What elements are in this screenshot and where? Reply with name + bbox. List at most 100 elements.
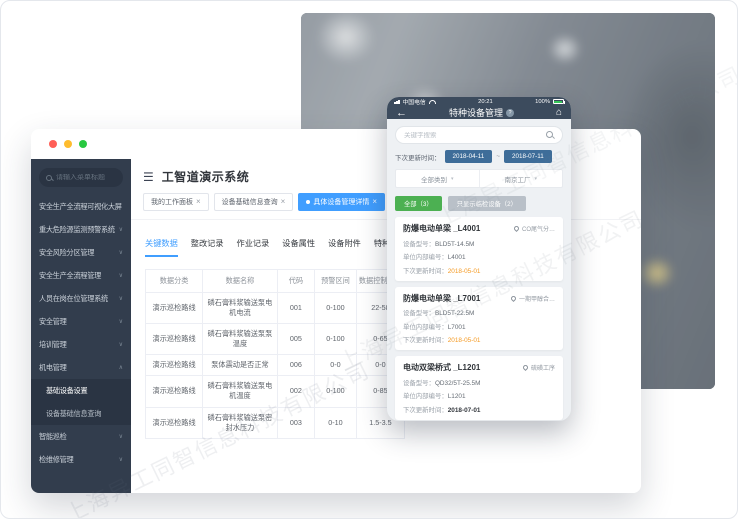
sidebar-subitem-basic-device-setup[interactable]: 基础设备设置 [46,385,88,395]
cell: 泵体震动是否正常 [202,354,278,377]
cell: 0-100 [314,323,357,356]
cell: 磷石膏料浆输送泵电机温度 [202,375,278,408]
equipment-card[interactable]: 防爆电动单梁 _L4001 CO尾气分… 设备型号：BLD5T-14.5M 单位… [395,217,563,281]
signal-icon [394,99,400,104]
minimize-window-button[interactable] [64,140,72,148]
select-value: 南京工厂 [504,176,531,184]
tab-key-data[interactable]: 关键数据 [145,237,178,257]
date-from-button[interactable]: 2018-04-11 [444,150,493,163]
chevron-down-icon: ∨ [118,250,123,256]
carrier-label: 中国电信 [402,100,426,106]
back-icon[interactable]: ← [396,106,407,119]
next-update-date: 2018-05-01 [447,267,481,275]
active-dot-icon [306,200,311,204]
sidebar-item-personnel[interactable]: 人员在岗在位管理系统 ∨ [31,287,131,310]
select-value: 全部类别 [420,176,447,184]
tab-my-workbench[interactable]: 我的工作面板 × [143,193,209,211]
next-update-date: 2018-05-01 [447,337,481,344]
tab-device-accessories[interactable]: 设备附件 [328,239,361,248]
sidebar-item-training[interactable]: 培训管理 ∨ [31,333,131,356]
sidebar-subitem-device-info-query[interactable]: 设备基础信息查询 [46,408,102,418]
sidebar-item-risk-zone[interactable]: 安全风险分区管理 ∨ [31,241,131,264]
menu-icon[interactable]: ☰ [143,169,154,184]
factory-select[interactable]: 南京工厂 ▾ [478,170,563,187]
chip-all[interactable]: 全部（3） [395,196,442,211]
table-row: 演示巡检路线 磷石膏料浆输送泵电机电流 001 0-100 22-58 [144,291,406,325]
table-row: 演示巡检路线 磷石膏料浆输送泵电机温度 002 0-100 0-85 [144,375,406,408]
cell: 演示巡检路线 [144,354,204,377]
table-row: 演示巡检路线 磷石膏料浆输送泵泵温度 005 0-100 0-65 [144,323,406,356]
close-icon[interactable]: × [280,197,286,206]
location-pin-icon [513,224,521,233]
battery-percent-label: 100% [535,98,550,105]
field-label: 单位内部编号： [403,254,448,261]
cell: 002 [276,375,316,408]
equipment-internal-no: L4001 [447,254,466,261]
close-icon[interactable]: × [372,197,378,206]
field-label: 单位内部编号： [403,323,448,331]
sidebar-item-dashboard[interactable]: 安全生产全流程可视化大屏 [31,195,131,218]
equipment-title: 防爆电动单梁 _L4001 [403,224,481,233]
field-label: 设备型号： [403,240,435,248]
chevron-down-icon: ∨ [118,296,123,302]
sidebar-item-mechatronics[interactable]: 机电管理 ∧ [31,356,131,379]
sidebar-item-smart-inspection[interactable]: 智能巡检 ∨ [31,425,131,448]
sidebar-item-label: 人员在岗在位管理系统 [39,293,108,303]
sidebar-search[interactable] [39,168,123,187]
cell: 演示巡检路线 [144,375,204,408]
sidebar-item-label: 安全生产全流程管理 [39,270,101,280]
phone-screenshot: 中国电信 20:21 100% ← 特种设备管理 ? ⌂ 下次更新时间： [387,97,571,421]
sidebar-item-hazard-monitor[interactable]: 重大危险源监测预警系统 ∨ [31,218,131,241]
equipment-card[interactable]: 防爆电动单梁 _L7001 一期甲醇合… 设备型号：BLD5T-22.5M 单位… [395,286,563,350]
field-label: 下次更新时间： [403,406,448,414]
next-update-date: 2018-07-01 [447,406,481,414]
sidebar-item-production-process[interactable]: 安全生产全流程管理 ∨ [31,264,131,287]
field-label: 设备型号： [403,379,435,387]
tab-device-detail[interactable]: 具体设备管理详情 × [298,193,386,211]
equipment-location: CO尾气分… [521,227,555,233]
tab-work-records[interactable]: 作业记录 [236,239,270,248]
filter-chips: 全部（3） 只显示临检设备（2） [395,196,563,211]
column-header: 数据名称 [202,269,278,293]
maximize-window-button[interactable] [79,140,87,148]
cell: 0-10 [314,406,357,439]
tab-device-attributes[interactable]: 设备属性 [282,239,316,248]
tab-rectification-records[interactable]: 整改记录 [190,239,224,248]
sidebar-item-label: 重大危险源监测预警系统 [39,224,115,234]
phone-search[interactable] [395,126,563,144]
equipment-card[interactable]: 电动双梁桥式 _L1201 硫磺工序 设备型号：QD32/5T-25.5M 单位… [395,356,563,420]
home-icon[interactable]: ⌂ [555,107,562,118]
cell: 磷石膏料浆输送泵泵温度 [202,323,278,356]
cell: 0-100 [314,375,357,408]
close-icon[interactable]: × [196,197,201,206]
sidebar-search-input[interactable] [56,174,120,181]
chevron-down-icon: ∨ [118,342,123,348]
equipment-title: 电动双梁桥式 _L1201 [403,363,481,372]
sidebar-item-label: 安全管理 [39,316,67,326]
chevron-up-icon: ∧ [118,365,123,371]
sidebar-item-maintenance[interactable]: 检维修管理 ∨ [31,448,131,471]
phone-search-input[interactable] [404,131,534,139]
chevron-down-icon: ∨ [118,273,123,279]
page-title: 工智道演示系统 [161,170,250,184]
tab-label: 我的工作面板 [151,199,193,206]
column-header: 数据分类 [144,269,204,293]
chip-due-inspection[interactable]: 只显示临检设备（2） [447,196,526,211]
table-row: 演示巡检路线 泵体震动是否正常 006 0-0 0-0 [144,354,406,377]
key-data-table: 数据分类 数据名称 代码 预警区间 数据控制区间 演示巡检路线 磷石膏料浆输送泵… [144,269,406,439]
date-to-button[interactable]: 2018-07-11 [504,150,552,163]
field-label: 下次更新时间： [403,267,448,275]
sidebar-item-safety[interactable]: 安全管理 ∨ [31,310,131,333]
chevron-down-icon: ∨ [118,434,123,440]
phone-page-title: 特种设备管理 [448,108,503,118]
tab-label: 设备基础信息查询 [221,199,278,206]
equipment-location: 硫磺工序 [530,366,555,372]
sidebar-item-label: 安全生产全流程可视化大屏 [39,201,122,211]
category-select[interactable]: 全部类别 ▾ [396,170,479,187]
field-label: 下次更新时间： [403,337,448,344]
tab-device-info-query[interactable]: 设备基础信息查询 × [213,193,294,211]
close-window-button[interactable] [49,140,57,148]
search-icon [546,131,554,139]
help-badge-icon[interactable]: ? [505,108,514,117]
